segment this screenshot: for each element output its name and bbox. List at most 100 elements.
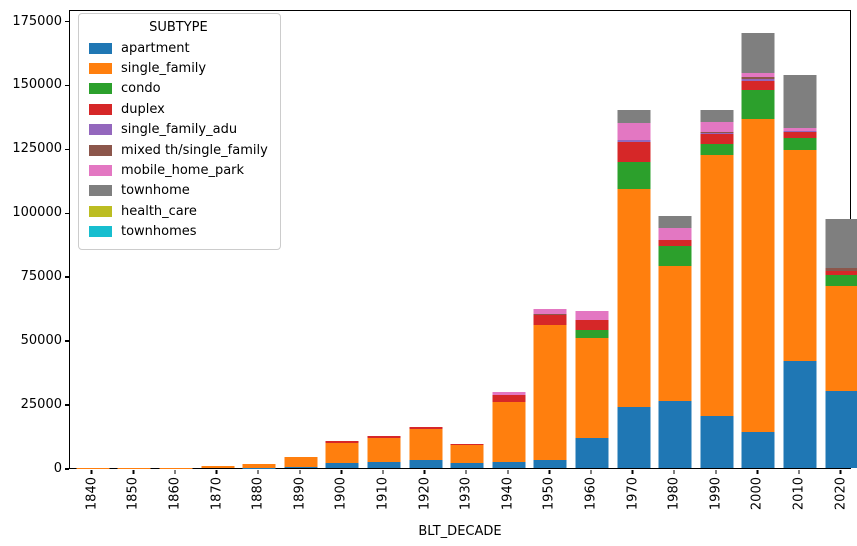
bar-1850	[117, 11, 151, 468]
bar-segment-duplex	[825, 270, 857, 275]
legend-item-townhome: townhome	[89, 181, 268, 201]
bar-stack	[159, 11, 193, 468]
x-tick: 1980	[667, 470, 682, 510]
x-tick-label: 1910	[375, 477, 391, 511]
bar-stack	[741, 11, 775, 468]
legend-swatch	[89, 185, 112, 197]
legend-swatch	[89, 144, 112, 156]
bar-segment-duplex	[617, 141, 651, 162]
y-tick: 150000	[12, 77, 69, 93]
y-tick-mark	[65, 468, 69, 470]
bar-segment-townhome	[783, 75, 817, 128]
bar-segment-apartment	[409, 460, 443, 468]
bar-stack	[658, 11, 692, 468]
bar-segment-townhome	[658, 216, 692, 229]
bar-segment-townhome	[741, 33, 775, 73]
x-tick-label: 2000	[749, 477, 765, 511]
x-tick: 1880	[251, 470, 266, 510]
bar-stack	[409, 11, 443, 468]
bar-1980	[658, 11, 692, 468]
bar-stack	[117, 11, 151, 468]
bar-segment-single_family	[242, 463, 276, 468]
legend-item-townhomes: townhomes	[89, 222, 268, 242]
bar-1970	[617, 11, 651, 468]
legend-swatch	[89, 165, 112, 177]
x-tick-label: 1930	[458, 477, 474, 511]
y-tick-mark	[65, 148, 69, 151]
legend-item-apartment: apartment	[89, 38, 268, 58]
legend-swatch	[89, 42, 112, 54]
bar-segment-single_family	[617, 189, 651, 407]
legend-swatch	[89, 205, 112, 217]
x-tick: 2000	[749, 470, 765, 511]
x-tick-mark	[215, 470, 218, 474]
bar-segment-mobile_home_park	[325, 440, 359, 442]
x-tick-label: 2010	[791, 477, 807, 511]
y-tick: 75000	[21, 269, 69, 285]
x-tick-mark	[548, 470, 551, 474]
x-tick: 1900	[334, 470, 349, 510]
bar-2010	[783, 11, 817, 468]
legend-label: single_family	[121, 61, 207, 77]
bar-segment-single_family	[201, 466, 235, 468]
bar-2020	[825, 11, 857, 468]
y-tick-mark	[65, 84, 69, 87]
bar-segment-mobile_home_park	[741, 72, 775, 77]
x-tick-label: 1940	[500, 477, 516, 511]
bar-stack	[825, 11, 857, 468]
bar-segment-mobile_home_park	[533, 309, 567, 314]
y-tick-mark	[65, 20, 69, 23]
bar-segment-single_family	[825, 286, 857, 391]
bar-segment-apartment	[450, 463, 484, 468]
y-tick: 125000	[12, 141, 69, 157]
y-tick: 175000	[12, 14, 69, 30]
bar-segment-duplex	[450, 443, 484, 446]
x-tick: 1910	[375, 470, 391, 511]
bar-segment-apartment	[825, 390, 857, 468]
bar-stack	[492, 11, 526, 468]
y-tick: 50000	[21, 333, 69, 349]
bar-segment-apartment	[658, 400, 692, 468]
bar-segment-single_family	[783, 149, 817, 362]
bar-1890	[284, 11, 318, 468]
bar-segment-single_family	[533, 324, 567, 461]
x-tick-mark	[299, 470, 301, 474]
bar-segment-single_family	[409, 429, 443, 461]
x-tick-mark	[340, 470, 343, 474]
bar-segment-townhome	[617, 110, 651, 124]
x-tick: 1860	[167, 470, 182, 510]
legend: SUBTYPE apartment single_family condo duple…	[78, 13, 281, 250]
bar-segment-mixed th/single_family	[741, 76, 775, 80]
bar-stack	[76, 11, 110, 468]
x-tick-mark	[465, 470, 467, 474]
bar-segment-mobile_home_park	[492, 392, 526, 395]
bar-segment-mobile_home_park	[700, 122, 734, 133]
y-tick-label: 25000	[20, 397, 62, 413]
bar-stack	[325, 11, 359, 468]
bar-1960	[575, 11, 609, 468]
bar-stack	[575, 11, 609, 468]
y-tick-label: 125000	[12, 141, 62, 157]
bar-1990	[700, 11, 734, 468]
bar-1840	[76, 11, 110, 468]
bar-stack	[367, 11, 401, 468]
legend-label: single_family_adu	[121, 122, 238, 138]
bar-segment-duplex	[492, 394, 526, 403]
x-tick: 2020	[833, 470, 848, 510]
bar-stack	[242, 11, 276, 468]
bar-segment-apartment	[700, 415, 734, 468]
bar-segment-condo	[741, 90, 775, 119]
bar-segment-duplex	[741, 80, 775, 91]
legend-item-duplex: duplex	[89, 99, 268, 119]
bar-segment-single_family	[575, 337, 609, 439]
x-tick-mark	[839, 470, 842, 474]
bar-segment-apartment	[575, 438, 609, 468]
y-tick-mark	[65, 276, 69, 278]
bar-segment-mobile_home_park	[783, 127, 817, 132]
x-tick-mark	[382, 470, 384, 474]
legend-item-condo: condo	[89, 79, 268, 99]
x-tick: 1850	[126, 470, 141, 510]
x-tick-label: 1920	[417, 477, 433, 511]
bar-segment-apartment	[367, 461, 401, 468]
